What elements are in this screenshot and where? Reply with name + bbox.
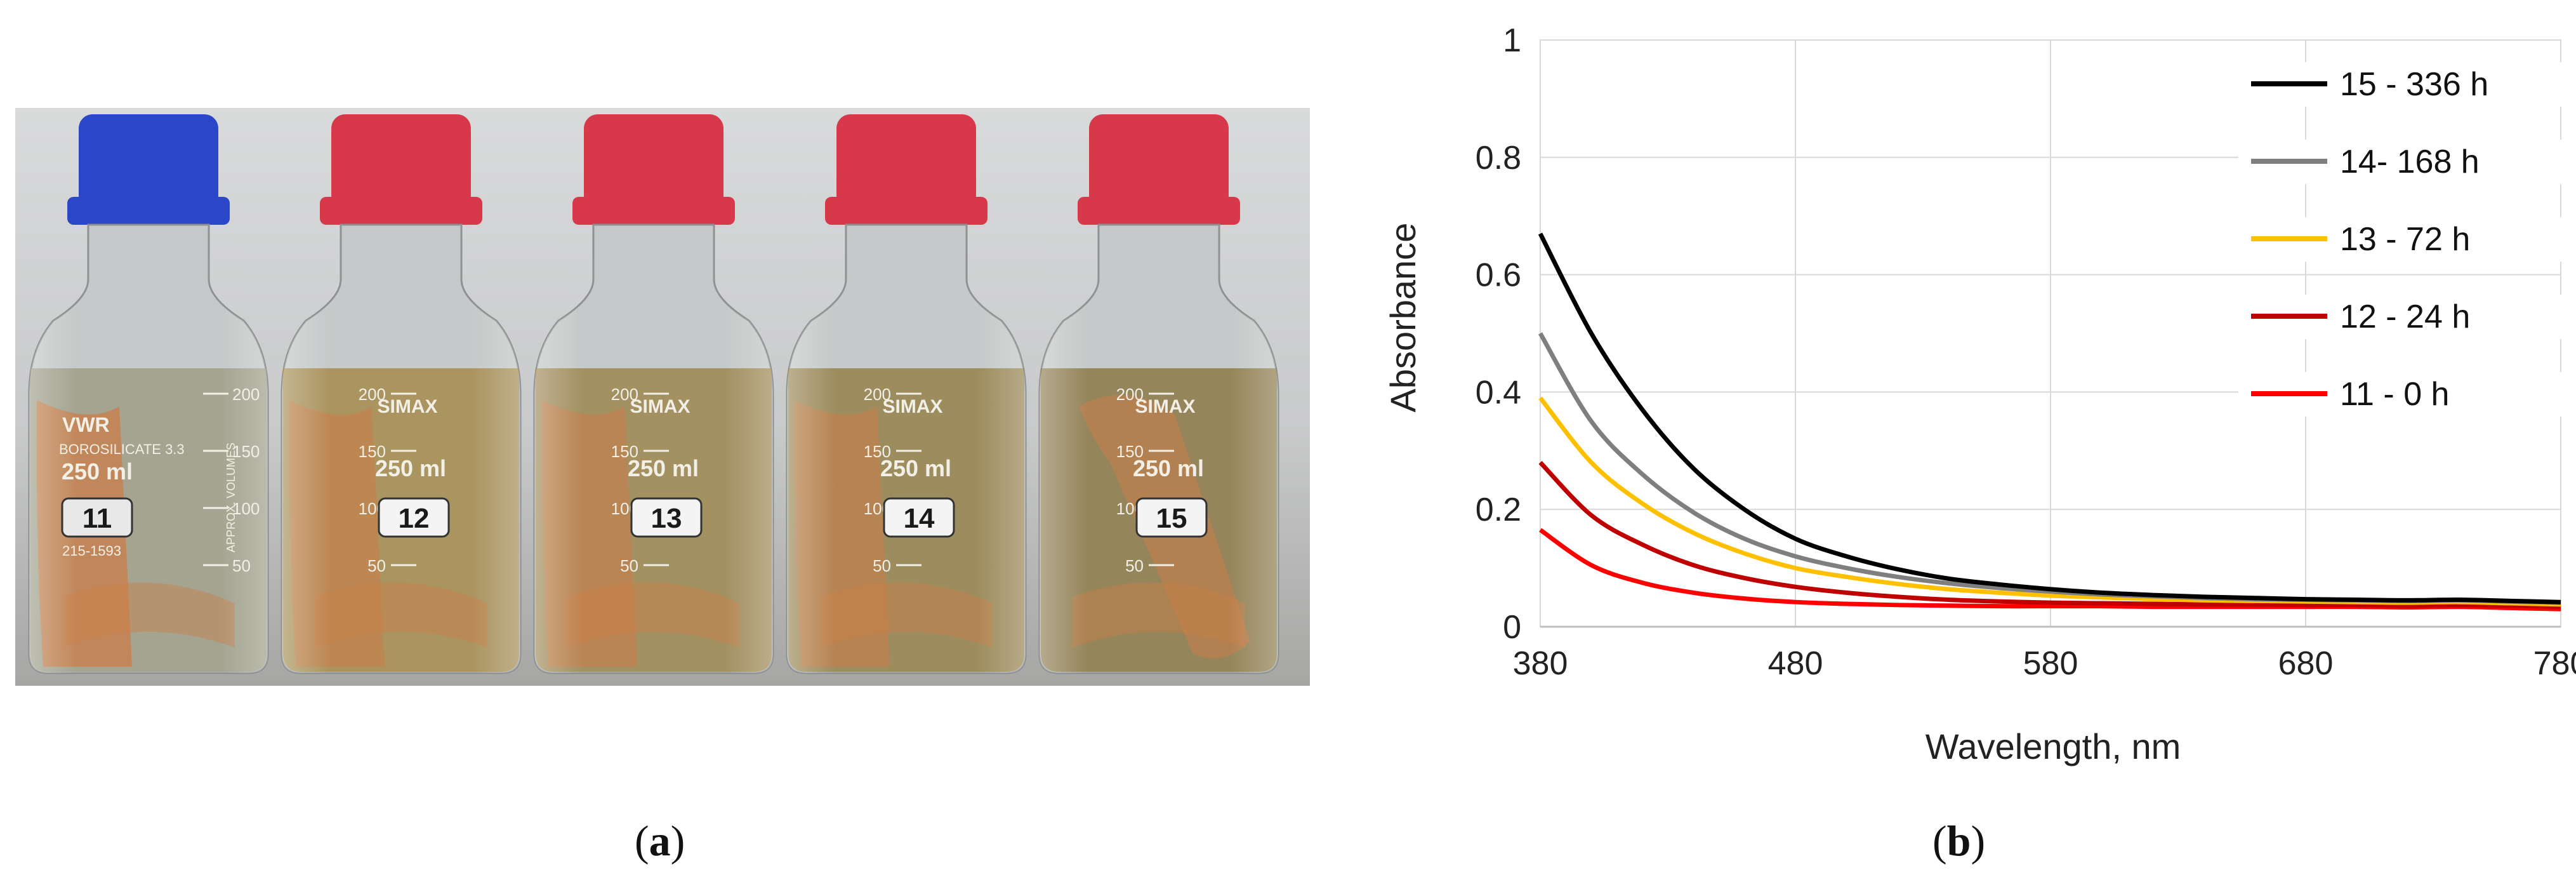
chart-axes: 0 0.2 0.4 0.6 0.8 1 380 480 580 680 780 [1476, 22, 2576, 682]
bottle-cap-ring [320, 197, 482, 225]
bottle-number: 13 [651, 503, 682, 534]
bottle-number-tag [630, 497, 703, 538]
bottle-cap [79, 114, 218, 210]
y-tick-label: 0.6 [1476, 257, 1521, 294]
x-tick-label: 480 [1768, 645, 1823, 682]
bottle-number: 15 [1156, 503, 1187, 534]
chart-series [1538, 232, 2561, 611]
bottle-cap-ring [572, 197, 735, 225]
bottle-brand: SIMAX [630, 396, 690, 417]
bottle-number-tag [61, 497, 133, 538]
bottle-number-tag [1135, 497, 1208, 538]
graduation-label: 50 [232, 556, 251, 575]
graduation-label: 150 [232, 442, 260, 461]
graduation-label: 50 [1125, 556, 1144, 575]
bottle-shine [1040, 225, 1278, 673]
y-tick-label: 1 [1503, 22, 1521, 59]
absorbance-chart: 0 0.2 0.4 0.6 0.8 1 380 480 580 680 780 15 - 336 h… [1383, 22, 2576, 766]
bottle-brand: SIMAX [1135, 396, 1195, 417]
panel-label-a-letter: a [649, 817, 671, 865]
panel-label-b-letter: b [1946, 817, 1971, 865]
bottle-cap [584, 114, 723, 210]
panel-label-a: (a) [635, 817, 685, 865]
bottle-shine [29, 225, 268, 673]
x-tick-label: 680 [2278, 645, 2334, 682]
bottle-volume-label: 250 ml [628, 455, 699, 481]
graduation-label: 200 [864, 385, 891, 404]
legend-label-13-72-h: 13 - 72 h [2340, 221, 2470, 258]
x-axis-label: Wavelength, nm [1925, 726, 2181, 766]
legend-label-15-336-h: 15 - 336 h [2340, 66, 2488, 103]
bottle-glass-type: BOROSILICATE 3.3 [59, 441, 185, 457]
bottle-shine [787, 225, 1026, 673]
graduation-label: 100 [232, 499, 260, 518]
graduation-label: 200 [359, 385, 386, 404]
chart-legend: 15 - 336 h 14- 168 h 13 - 72 h 12 - 24 h 11 … [2238, 62, 2562, 417]
bottle-approx-volumes: APPROX. VOLUMES [225, 443, 237, 552]
x-tick-label: 780 [2533, 645, 2576, 682]
graduation-label: 200 [1116, 385, 1144, 404]
y-tick-label: 0.8 [1476, 140, 1521, 177]
y-tick-label: 0.2 [1476, 491, 1521, 528]
series-line-15-336-h [1538, 232, 2561, 604]
bottle-cap-ring [825, 197, 987, 225]
graduation-label: 200 [232, 385, 260, 404]
bottle-number: 14 [904, 503, 935, 534]
bottle-shine [534, 225, 773, 673]
bottle-1: 200 150 100 50 VWR BOROSILICATE 3.3 APPROX. VO… [28, 114, 269, 674]
bottle-brand: VWR [62, 413, 110, 436]
graduation-label: 50 [620, 556, 638, 575]
bottles-photo: 200 150 100 50 VWR BOROSILICATE 3.3 APPROX. VO… [15, 108, 1310, 686]
bottle-number-tag [883, 497, 955, 538]
panel-label-b: (b) [1932, 817, 1986, 865]
x-tick-label: 580 [2023, 645, 2078, 682]
graduation-label: 150 [611, 442, 638, 461]
bottle-cap [331, 114, 471, 210]
graduation-label: 200 [611, 385, 638, 404]
bottle-brand: SIMAX [882, 396, 942, 417]
bottle-volume-label: 250 ml [62, 458, 133, 484]
bottle-number-tag [378, 497, 450, 538]
graduation-label: 150 [1116, 442, 1144, 461]
bottle-number: 12 [399, 503, 430, 534]
graduation-label: 150 [864, 442, 891, 461]
y-tick-label: 0.4 [1476, 374, 1521, 411]
bottle-volume-label: 250 ml [375, 455, 446, 481]
bottle-volume-label: 250 ml [1133, 455, 1204, 481]
bottle-code: 215-1593 [62, 543, 121, 559]
bottle-brand: SIMAX [377, 396, 437, 417]
bottle-number: 11 [83, 503, 112, 534]
y-tick-label: 0 [1503, 609, 1521, 646]
graduation-label: 50 [873, 556, 891, 575]
bottle-cap [836, 114, 976, 210]
bottle-cap-ring [1078, 197, 1240, 225]
graduation-label: 50 [367, 556, 386, 575]
legend-label-14-168-h: 14- 168 h [2340, 144, 2480, 180]
series-line-12-24-h [1538, 460, 2561, 610]
legend-label-11-0-h: 11 - 0 h [2340, 376, 2449, 413]
bottle-cap [1089, 114, 1229, 210]
x-tick-label: 380 [1513, 645, 1568, 682]
bottle-shine [282, 225, 520, 673]
bottle-cap-ring [67, 197, 230, 225]
graduation-label: 150 [359, 442, 386, 461]
bottles-group: 200 150 100 50 VWR BOROSILICATE 3.3 APPROX. VO… [28, 114, 1279, 674]
bottles-photo-canvas: 200 150 100 50 VWR BOROSILICATE 3.3 APPROX. VO… [15, 108, 1310, 686]
bottle-volume-label: 250 ml [880, 455, 951, 481]
legend-label-12-24-h: 12 - 24 h [2340, 298, 2470, 335]
y-axis-label: Absorbance [1383, 223, 1423, 413]
